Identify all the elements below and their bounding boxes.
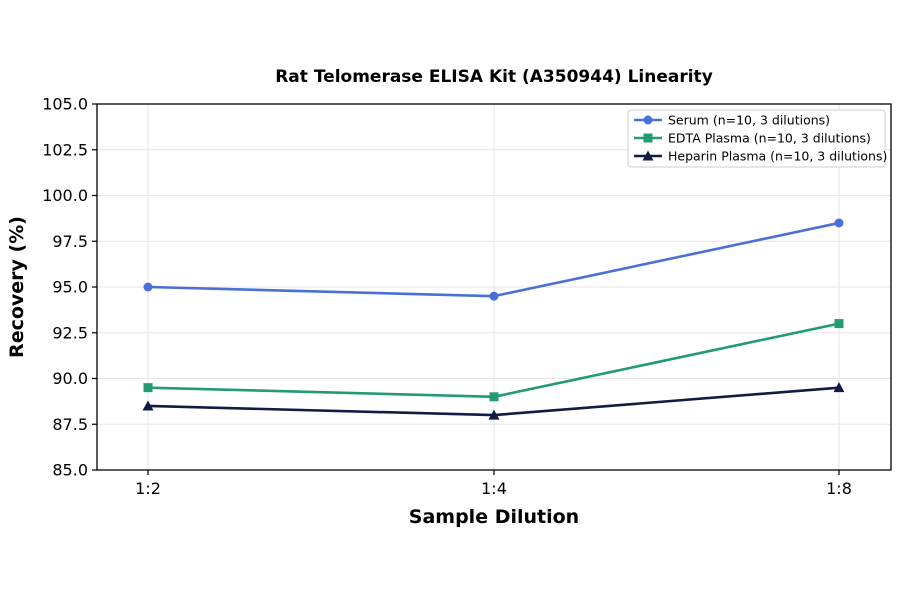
y-axis-label: Recovery (%) [6, 216, 28, 358]
data-point [489, 392, 499, 402]
legend-item: Heparin Plasma (n=10, 3 dilutions) [634, 149, 887, 164]
y-axis: 85.0 87.5 90.0 92.5 95.0 97.5 100.0 102.5 105.0 [42, 95, 97, 480]
series-1 [143, 218, 844, 301]
series-layer [142, 218, 845, 420]
data-point [488, 409, 500, 420]
chart-title: Rat Telomerase ELISA Kit (A350944) Linea… [275, 67, 713, 87]
legend-marker [642, 150, 654, 161]
y-tick-label: 100.0 [42, 186, 88, 205]
x-axis-label: Sample Dilution [409, 506, 579, 528]
data-point [142, 400, 154, 411]
data-point [143, 282, 153, 292]
y-tick-label: 90.0 [52, 369, 88, 388]
y-tick-label: 102.5 [42, 140, 88, 159]
x-tick-label: 1:4 [481, 479, 507, 498]
y-tick-label: 85.0 [52, 461, 88, 480]
legend-label: Serum (n=10, 3 dilutions) [668, 113, 830, 128]
x-tick-label: 1:2 [135, 479, 161, 498]
legend-marker [643, 133, 653, 143]
legend-label: EDTA Plasma (n=10, 3 dilutions) [668, 131, 871, 146]
data-point [489, 291, 499, 301]
x-axis: 1:2 1:4 1:8 [135, 470, 852, 498]
data-point [833, 382, 845, 393]
x-tick-label: 1:8 [826, 479, 852, 498]
legend-box [627, 109, 886, 168]
y-tick-label: 87.5 [52, 415, 88, 434]
legend-marker [643, 115, 653, 125]
legend-label: Heparin Plasma (n=10, 3 dilutions) [668, 149, 887, 164]
legend: Serum (n=10, 3 dilutions) EDTA Plasma (n=… [627, 109, 887, 168]
data-point [834, 218, 844, 228]
y-tick-label: 92.5 [52, 323, 88, 342]
series-2 [143, 319, 844, 402]
legend-item: Serum (n=10, 3 dilutions) [634, 113, 830, 128]
series-3 [142, 382, 845, 420]
y-tick-label: 95.0 [52, 278, 88, 297]
data-point [143, 383, 153, 393]
y-tick-label: 105.0 [42, 95, 88, 114]
y-tick-label: 97.5 [52, 232, 88, 251]
data-point [834, 319, 844, 329]
legend-item: EDTA Plasma (n=10, 3 dilutions) [634, 131, 871, 146]
